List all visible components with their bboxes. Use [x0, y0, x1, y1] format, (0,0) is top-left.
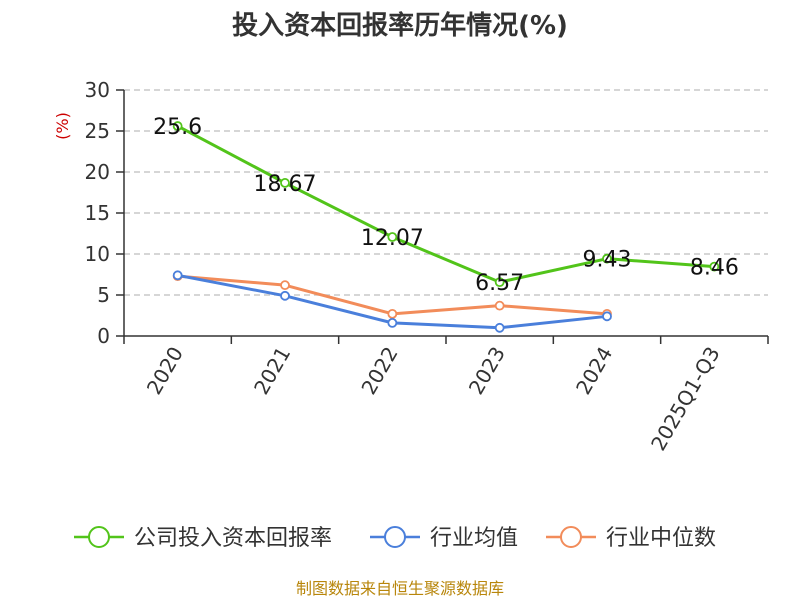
legend-marker: [560, 526, 582, 548]
data-point: [602, 253, 612, 264]
x-tick-label: 2020: [142, 343, 188, 399]
y-tick-label: 0: [97, 324, 110, 348]
y-tick-label: 25: [85, 119, 110, 143]
data-label: 8.46: [690, 256, 739, 281]
x-tick-label: 2022: [356, 343, 402, 399]
data-point: [172, 121, 183, 131]
data-label: 9.43: [583, 248, 632, 273]
grid-lines: [124, 89, 768, 296]
chart-title: 投入资本回报率历年情况(%): [232, 10, 568, 41]
data-point: [172, 270, 183, 281]
data-label: 25.6: [153, 115, 202, 140]
x-tick-label: 2021: [249, 343, 295, 399]
y-tick-label: 10: [85, 242, 110, 266]
legend-label: 行业中位数: [606, 526, 716, 551]
series-line: [177, 274, 608, 316]
series-line: [176, 124, 715, 284]
data-label: 12.07: [361, 226, 424, 251]
data-point: [280, 280, 290, 291]
axes: [116, 89, 769, 344]
legend-marker: [384, 526, 406, 548]
y-tick-label: 5: [97, 283, 110, 307]
x-tick-label: 2023: [464, 343, 510, 399]
data-point: [494, 277, 505, 288]
x-tick-label: 2024: [571, 343, 617, 399]
data-point: [494, 322, 505, 333]
y-tick-label: 20: [85, 160, 110, 184]
data-point: [280, 178, 290, 188]
data-labels: 25.6 18.67 12.07 6.57 9.43 8.46: [153, 115, 739, 296]
y-tick-label: 30: [85, 78, 110, 102]
data-point: [280, 290, 290, 301]
data-point: [387, 308, 398, 319]
data-label: 6.57: [475, 271, 524, 296]
data-point: [387, 317, 398, 328]
x-tick-label: 2025Q1-Q3: [646, 343, 725, 455]
data-label: 18.67: [254, 172, 317, 197]
y-tick-labels: 0 5 10 15 20 25 30: [85, 78, 110, 348]
x-tick-labels: 2020 2021 2022 2023 2024 2025Q1-Q3: [142, 343, 725, 455]
data-point: [602, 311, 612, 322]
data-point: [387, 232, 398, 242]
legend-label: 行业均值: [430, 526, 518, 551]
series-lines: [172, 121, 720, 333]
legend: 公司投入资本回报率 行业均值 行业中位数: [74, 526, 716, 551]
legend-marker: [88, 526, 110, 548]
source-note: 制图数据来自恒生聚源数据库: [296, 579, 504, 598]
legend-label: 公司投入资本回报率: [134, 526, 332, 551]
y-tick-label: 15: [85, 201, 110, 225]
y-axis-unit-label: (%): [53, 112, 72, 140]
data-point: [709, 261, 720, 272]
data-point: [494, 300, 505, 311]
